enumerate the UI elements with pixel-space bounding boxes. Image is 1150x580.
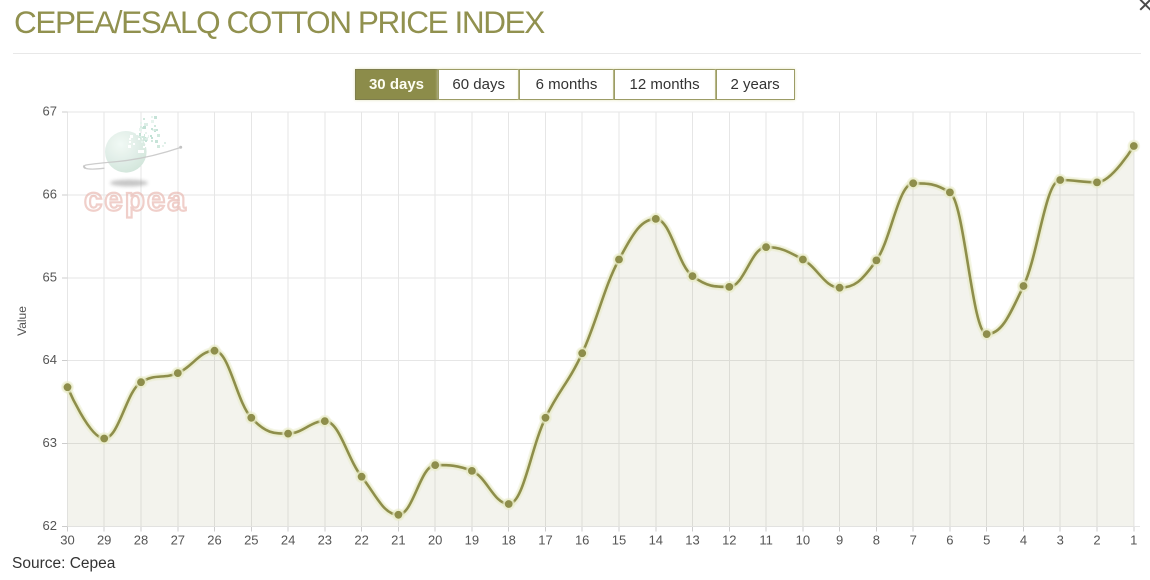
svg-text:5: 5 [983,533,990,548]
svg-text:21: 21 [391,533,405,548]
svg-text:11: 11 [759,533,773,548]
svg-text:13: 13 [685,533,699,548]
svg-text:30: 30 [60,533,74,548]
svg-text:20: 20 [428,533,442,548]
svg-text:19: 19 [465,533,479,548]
svg-text:cepea: cepea [84,181,188,218]
svg-text:3: 3 [1057,533,1064,548]
svg-text:10: 10 [796,533,810,548]
svg-text:6: 6 [946,533,953,548]
svg-text:Value: Value [15,306,29,336]
svg-text:4: 4 [1020,533,1027,548]
svg-text:25: 25 [244,533,258,548]
svg-text:14: 14 [649,533,663,548]
svg-text:65: 65 [43,269,57,284]
svg-text:1: 1 [1130,533,1137,548]
svg-text:16: 16 [575,533,589,548]
svg-text:2: 2 [1093,533,1100,548]
svg-text:23: 23 [318,533,332,548]
svg-text:7: 7 [910,533,917,548]
svg-text:29: 29 [97,533,111,548]
svg-text:28: 28 [134,533,148,548]
svg-text:12: 12 [722,533,736,548]
svg-text:62: 62 [43,518,57,533]
svg-text:66: 66 [43,186,57,201]
svg-text:8: 8 [873,533,880,548]
svg-text:18: 18 [501,533,515,548]
svg-text:63: 63 [43,435,57,450]
svg-text:17: 17 [538,533,552,548]
svg-text:24: 24 [281,533,295,548]
svg-text:22: 22 [354,533,368,548]
svg-text:26: 26 [207,533,221,548]
svg-text:64: 64 [43,352,57,367]
svg-text:15: 15 [612,533,626,548]
svg-text:9: 9 [836,533,843,548]
svg-text:67: 67 [43,104,57,119]
svg-text:27: 27 [171,533,185,548]
